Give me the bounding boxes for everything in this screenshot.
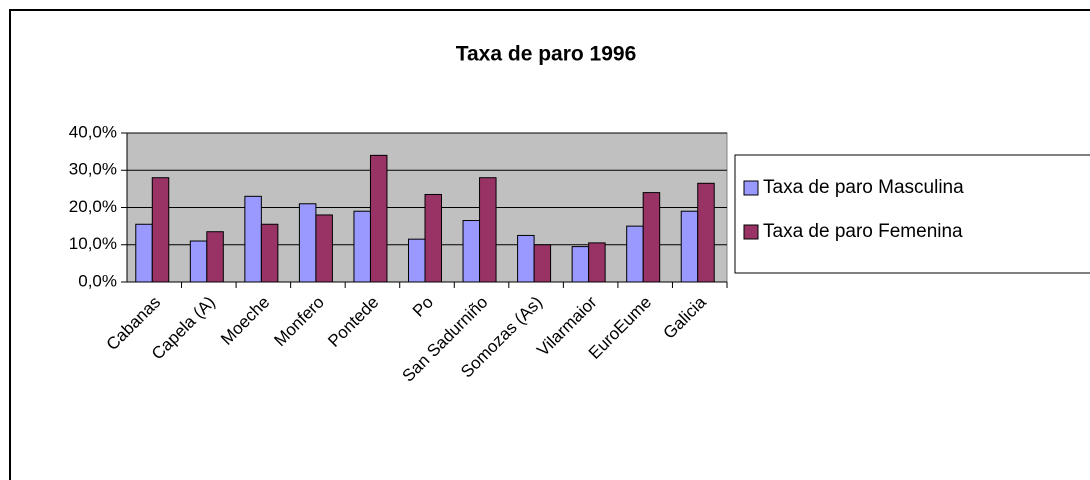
legend-box — [734, 154, 1090, 274]
bar — [571, 246, 590, 283]
legend-label: Taxa de paro Masculina — [763, 177, 964, 198]
bar — [135, 223, 153, 283]
bar — [424, 193, 442, 283]
legend-swatch — [743, 180, 759, 196]
y-tick-label: 30,0% — [69, 160, 117, 179]
y-tick-label: 20,0% — [69, 197, 117, 216]
bar — [697, 182, 715, 283]
bar — [408, 238, 426, 283]
bar — [533, 244, 552, 283]
chart-title: Taxa de paro 1996 — [456, 43, 637, 66]
bar — [517, 234, 535, 283]
bar — [642, 192, 661, 283]
bar — [151, 177, 170, 283]
bar — [298, 203, 317, 283]
bar — [479, 177, 497, 283]
legend-label: Taxa de paro Femenina — [763, 221, 963, 242]
y-tick-label: 40,0% — [69, 122, 117, 141]
bar — [680, 210, 699, 283]
y-tick-label: 10,0% — [69, 234, 117, 253]
bar — [353, 210, 371, 283]
bar — [206, 231, 224, 283]
bar — [189, 240, 208, 283]
legend-swatch — [743, 224, 759, 240]
bar — [588, 242, 606, 283]
bar — [244, 195, 262, 283]
bar — [260, 223, 279, 283]
bar — [369, 154, 388, 283]
y-tick-label: 0,0% — [78, 271, 117, 290]
bar — [626, 225, 644, 283]
bar — [462, 220, 481, 283]
bar — [315, 214, 333, 283]
